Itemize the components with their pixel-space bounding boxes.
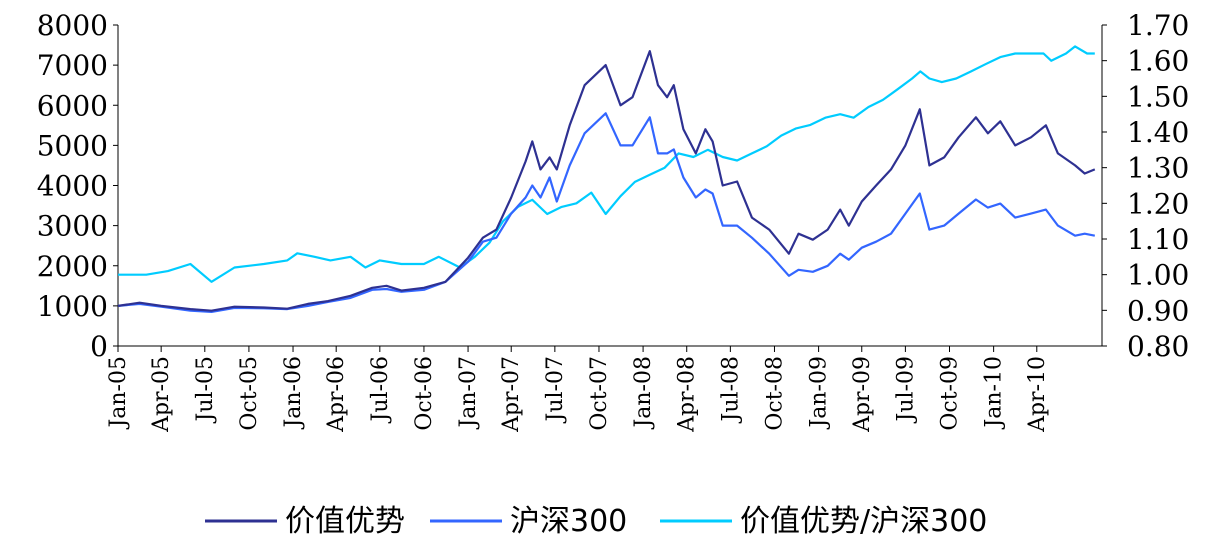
x-tick-label: Oct-05 xyxy=(237,356,262,431)
x-tick-label: Jan-06 xyxy=(281,356,306,430)
x-tick-label: Jul-06 xyxy=(368,356,393,423)
x-tick-label: Jul-08 xyxy=(718,356,743,423)
legend: 价值优势 沪深300 价值优势/沪深300 xyxy=(205,504,987,539)
x-tick-label: Apr-06 xyxy=(324,356,349,433)
y-left-tick-label: 3000 xyxy=(37,210,108,243)
x-tick-label: Apr-05 xyxy=(149,356,174,433)
y-right-tick-label: 0.90 xyxy=(1127,294,1189,327)
x-tick-label: Oct-06 xyxy=(412,356,437,431)
series-line-0 xyxy=(117,50,1096,312)
x-tick-label: Oct-07 xyxy=(587,356,612,431)
y-left-tick-label: 2000 xyxy=(37,250,108,283)
y-left-tick-label: 0 xyxy=(90,330,108,363)
series-line-1 xyxy=(117,112,1096,313)
x-tick-label: Jan-08 xyxy=(631,356,656,430)
x-tick-label: Jul-05 xyxy=(193,356,218,423)
y-left-tick-label: 5000 xyxy=(37,129,108,162)
y-right-tick-label: 1.50 xyxy=(1127,80,1189,113)
x-tick-label: Jan-07 xyxy=(456,356,481,430)
y-right-tick-label: 1.00 xyxy=(1127,259,1189,292)
series-lines xyxy=(117,45,1096,313)
legend-label: 价值优势 xyxy=(285,504,405,539)
x-tick-label: Apr-10 xyxy=(1025,356,1050,433)
series-line-2 xyxy=(118,45,1095,283)
axes: 0 1000 2000 3000 4000 5000 6000 7000 8000 0.800.9… xyxy=(37,9,1190,433)
y-right-tick-label: 1.30 xyxy=(1127,152,1189,185)
y-left-tick-label: 6000 xyxy=(37,89,108,122)
y-left-tick-label: 4000 xyxy=(37,170,108,203)
y-right-tick-label: 1.40 xyxy=(1127,116,1189,149)
y-left-tick-label: 1000 xyxy=(37,290,108,323)
x-tick-label: Apr-07 xyxy=(499,356,524,433)
y-left-tick-label: 7000 xyxy=(37,49,108,82)
legend-label: 沪深300 xyxy=(510,504,627,539)
x-tick-label: Jan-09 xyxy=(807,356,832,430)
x-tick-label: Jan-05 xyxy=(106,356,131,430)
x-tick-label: Jul-07 xyxy=(543,356,568,423)
y-right-tick-label: 1.70 xyxy=(1127,9,1189,42)
y-right-tick-label: 1.20 xyxy=(1127,187,1189,220)
x-tick-label: Oct-09 xyxy=(938,356,963,431)
y-right-tick-label: 0.80 xyxy=(1127,330,1189,363)
y-left-tick-label: 8000 xyxy=(37,9,108,42)
y-right-tick-label: 1.60 xyxy=(1127,45,1189,78)
x-tick-label: Apr-08 xyxy=(675,356,700,433)
y-right-tick-label: 1.10 xyxy=(1127,223,1189,256)
x-tick-label: Jan-10 xyxy=(982,356,1007,430)
legend-label: 价值优势/沪深300 xyxy=(740,504,987,539)
x-tick-label: Jul-09 xyxy=(893,356,918,423)
x-tick-label: Oct-08 xyxy=(762,356,787,431)
x-tick-label: Apr-09 xyxy=(850,356,875,433)
